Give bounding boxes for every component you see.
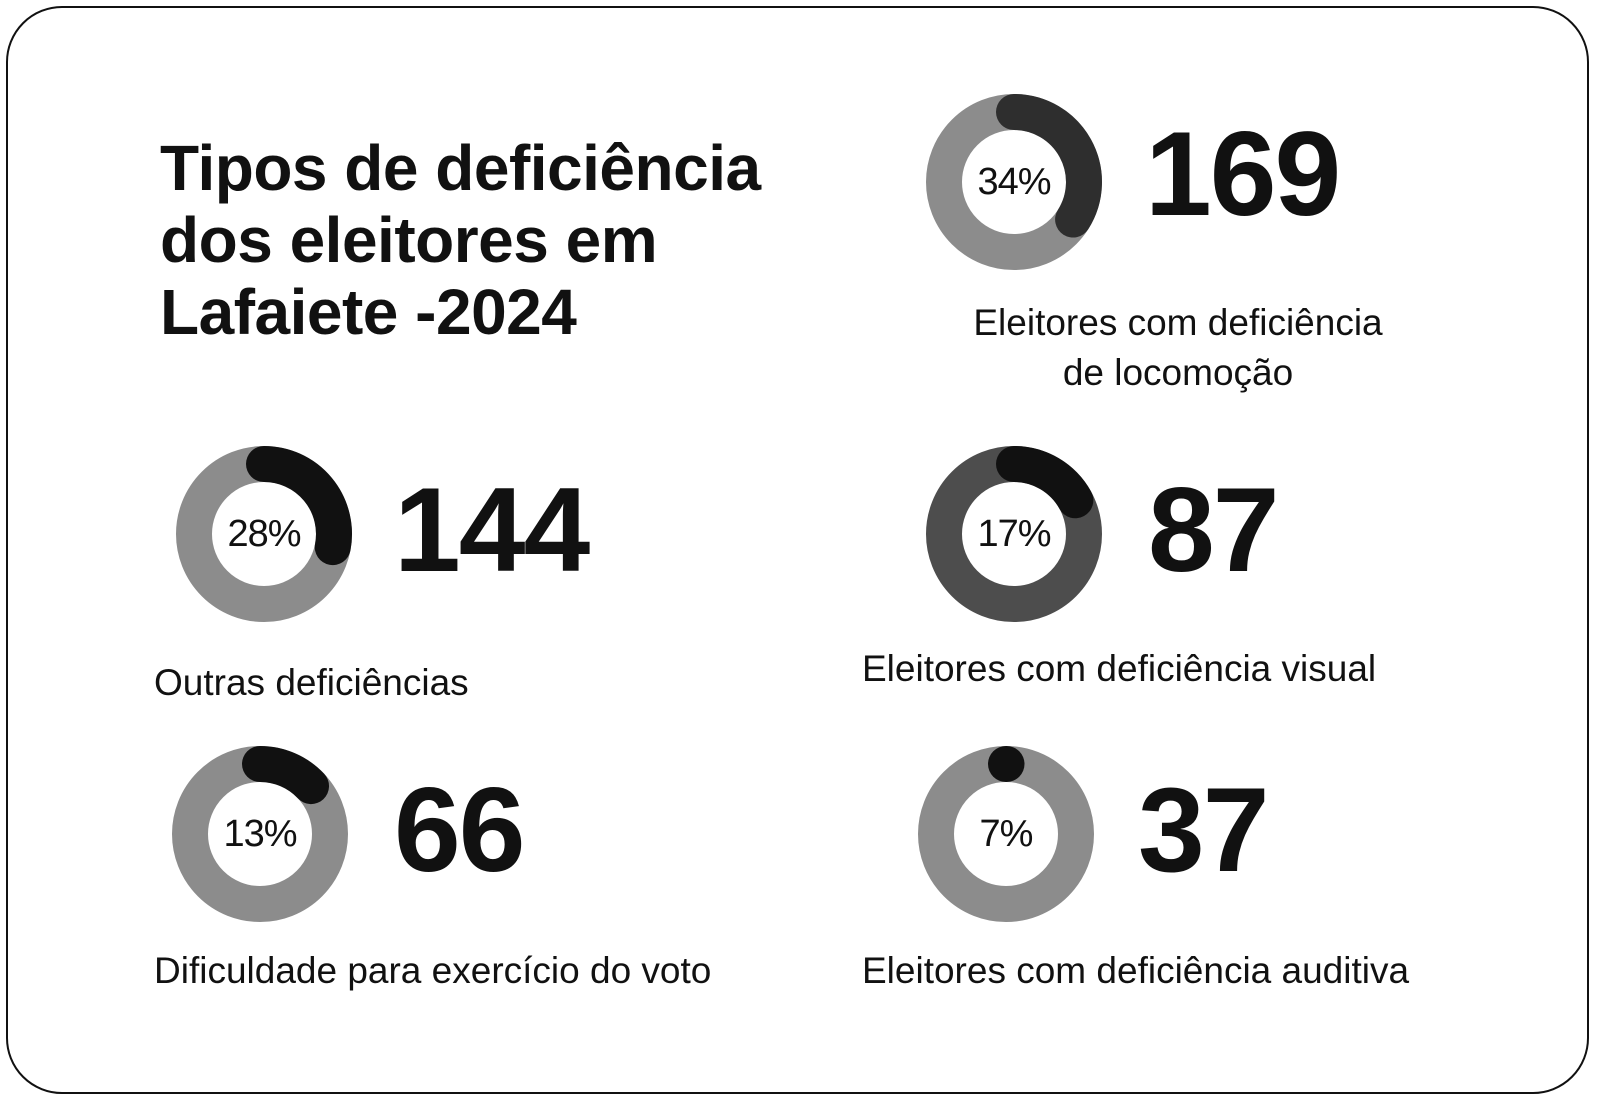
percent-label: 28% [227, 512, 301, 555]
donut-visual: 17% [924, 444, 1104, 624]
donut-arc [246, 446, 352, 566]
percent-label: 17% [977, 512, 1051, 555]
label-outras: Outras deficiências [154, 662, 469, 703]
percent-label: 13% [223, 812, 297, 855]
value-locomocao: 169 [1145, 107, 1341, 241]
donut-outras: 28% [174, 444, 354, 624]
donut-chart-visual [926, 446, 1102, 622]
label-visual: Eleitores com deficiência visual [862, 648, 1377, 689]
donut-dificuldade: 13% [170, 744, 350, 924]
infographic-card: Tipos de deficiência dos eleitores em La… [6, 6, 1589, 1094]
chart-title: Tipos de deficiência dos eleitores em La… [160, 132, 761, 348]
percent-label: 7% [979, 812, 1034, 855]
donut-chart-outras [176, 446, 352, 622]
donut-arc [242, 746, 330, 805]
donut-locomocao: 34% [924, 92, 1104, 272]
label-locomocao: Eleitores com deficiência de locomoção [948, 298, 1408, 398]
donut-chart-locomocao [926, 94, 1102, 270]
donut-arc [996, 94, 1102, 238]
label-dificuldade: Dificuldade para exercício do voto [154, 950, 712, 991]
value-auditiva: 37 [1138, 763, 1269, 897]
donut-auditiva: 7% [916, 744, 1096, 924]
value-outras: 144 [394, 463, 590, 597]
donut-chart-dificuldade [172, 746, 348, 922]
label-text: Eleitores com deficiência de locomoção [973, 302, 1383, 393]
donut-chart-auditiva [918, 745, 1094, 922]
value-visual: 87 [1148, 463, 1279, 597]
percent-label: 34% [977, 160, 1051, 203]
label-auditiva: Eleitores com deficiência auditiva [862, 950, 1410, 991]
value-dificuldade: 66 [394, 763, 525, 897]
donut-arc [996, 446, 1094, 519]
